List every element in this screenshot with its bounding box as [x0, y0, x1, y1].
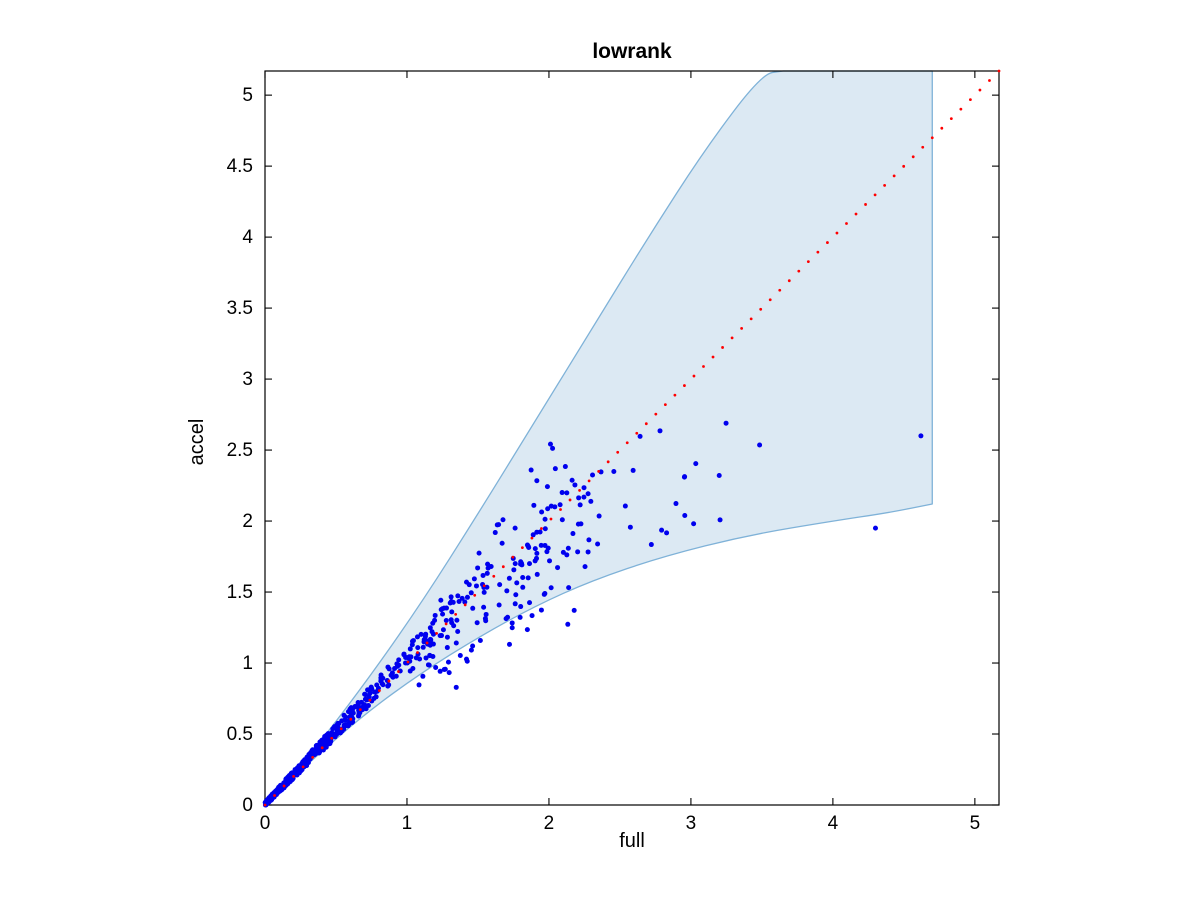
svg-text:0: 0	[260, 813, 271, 834]
svg-text:3: 3	[242, 369, 253, 390]
svg-text:4: 4	[242, 227, 253, 248]
svg-text:2: 2	[242, 511, 253, 532]
svg-text:1: 1	[242, 653, 253, 674]
svg-text:2: 2	[544, 813, 555, 834]
svg-text:3.5: 3.5	[227, 298, 253, 319]
svg-text:lowrank: lowrank	[592, 40, 672, 63]
svg-text:full: full	[619, 830, 645, 852]
svg-text:5: 5	[242, 85, 253, 106]
svg-text:0.5: 0.5	[227, 724, 253, 745]
svg-text:5: 5	[970, 813, 981, 834]
svg-text:1.5: 1.5	[227, 582, 253, 603]
svg-text:accel: accel	[186, 419, 208, 466]
svg-text:3: 3	[686, 813, 697, 834]
svg-text:1: 1	[402, 813, 413, 834]
svg-text:0: 0	[242, 795, 253, 816]
svg-text:4: 4	[828, 813, 839, 834]
svg-text:4.5: 4.5	[227, 156, 253, 177]
svg-text:2.5: 2.5	[227, 440, 253, 461]
